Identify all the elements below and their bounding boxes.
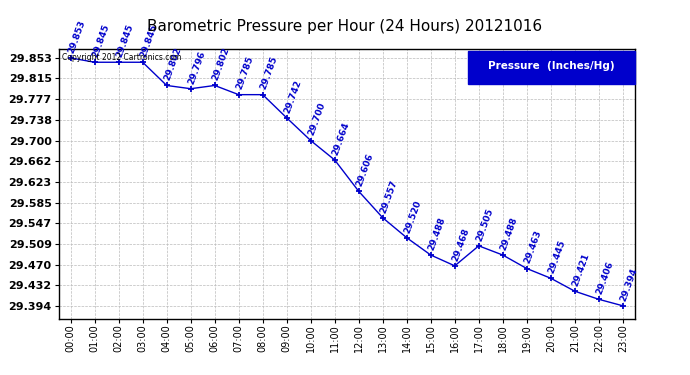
- Text: 29.845: 29.845: [91, 23, 111, 59]
- Text: Pressure  (Inches/Hg): Pressure (Inches/Hg): [488, 61, 615, 71]
- Text: 29.742: 29.742: [283, 78, 304, 114]
- Text: Barometric Pressure per Hour (24 Hours) 20121016: Barometric Pressure per Hour (24 Hours) …: [148, 19, 542, 34]
- Text: 29.664: 29.664: [331, 121, 351, 156]
- Text: 29.406: 29.406: [595, 260, 615, 296]
- Text: 29.700: 29.700: [307, 102, 327, 137]
- Text: 29.853: 29.853: [67, 19, 87, 54]
- Text: 29.445: 29.445: [547, 239, 567, 275]
- Text: 29.557: 29.557: [379, 178, 400, 214]
- Text: 29.785: 29.785: [235, 56, 255, 91]
- Text: 29.845: 29.845: [139, 23, 159, 59]
- Text: 29.606: 29.606: [355, 152, 375, 188]
- Text: 29.802: 29.802: [211, 46, 231, 82]
- Text: 29.468: 29.468: [451, 226, 471, 262]
- Text: 29.785: 29.785: [259, 56, 279, 91]
- Text: 29.463: 29.463: [523, 229, 543, 265]
- Text: Copyright 2012 Cartronics.com: Copyright 2012 Cartronics.com: [61, 53, 181, 62]
- Text: 29.421: 29.421: [571, 252, 591, 288]
- Text: 29.520: 29.520: [403, 199, 423, 234]
- Text: 29.488: 29.488: [427, 216, 447, 252]
- FancyBboxPatch shape: [468, 51, 635, 84]
- Text: 29.505: 29.505: [475, 207, 495, 242]
- Text: 29.394: 29.394: [619, 266, 640, 302]
- Text: 29.802: 29.802: [163, 46, 183, 82]
- Text: 29.796: 29.796: [187, 49, 207, 85]
- Text: 29.845: 29.845: [115, 23, 135, 59]
- Text: 29.488: 29.488: [499, 216, 520, 252]
